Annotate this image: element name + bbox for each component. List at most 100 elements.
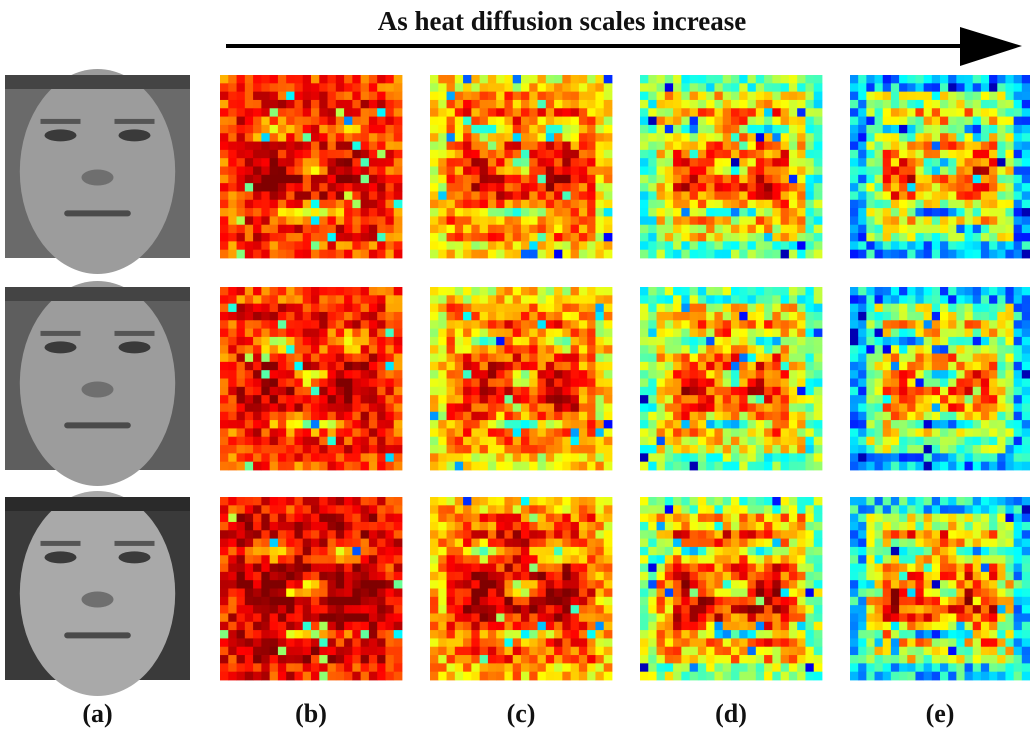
heat-cell xyxy=(772,589,781,598)
heat-cell xyxy=(739,505,748,514)
heat-cell xyxy=(471,605,480,614)
heat-cell xyxy=(361,622,370,631)
heat-cell xyxy=(394,428,403,437)
heat-cell xyxy=(496,92,505,101)
heat-cell xyxy=(604,233,613,242)
heat-cell xyxy=(587,175,596,184)
heat-cell xyxy=(529,370,538,379)
heat-cell xyxy=(488,158,497,167)
heat-cell xyxy=(924,75,933,84)
heat-cell xyxy=(657,539,666,548)
heat-cell xyxy=(648,108,657,117)
heat-cell xyxy=(546,142,555,151)
heat-cell xyxy=(463,208,472,217)
heat-cell xyxy=(781,453,790,462)
heat-cell xyxy=(587,605,596,614)
heat-cell xyxy=(369,638,378,647)
heat-cell xyxy=(748,304,757,313)
heat-cell xyxy=(311,605,320,614)
heat-cell xyxy=(546,638,555,647)
heat-cell xyxy=(665,150,674,159)
heat-cell xyxy=(571,133,580,142)
heat-cell xyxy=(261,655,270,664)
heat-cell xyxy=(311,345,320,354)
heat-cell xyxy=(640,337,649,346)
heat-cell xyxy=(319,647,328,656)
heat-cell xyxy=(447,75,456,84)
heat-cell xyxy=(430,428,439,437)
heat-cell xyxy=(805,345,814,354)
heat-cell xyxy=(538,412,547,421)
heat-cell xyxy=(278,647,287,656)
heat-cell xyxy=(554,287,563,296)
heat-cell xyxy=(394,445,403,454)
heat-cell xyxy=(814,462,823,471)
heat-cell xyxy=(471,403,480,412)
heat-cell xyxy=(1022,241,1030,250)
heat-cell xyxy=(797,233,806,242)
heat-cell xyxy=(640,295,649,304)
heat-cell xyxy=(385,630,394,639)
heat-cell xyxy=(228,395,237,404)
heat-cell xyxy=(369,672,378,681)
heat-cell xyxy=(430,530,439,539)
heat-cell xyxy=(270,505,279,514)
heat-cell xyxy=(394,387,403,396)
heat-cell xyxy=(220,225,229,234)
heat-cell xyxy=(385,337,394,346)
heat-cell xyxy=(714,387,723,396)
heat-cell xyxy=(731,572,740,581)
heat-cell xyxy=(463,530,472,539)
heat-cell xyxy=(562,672,571,681)
heat-cell xyxy=(781,412,790,421)
heat-cell xyxy=(237,225,246,234)
heat-cell xyxy=(228,672,237,681)
heat-cell xyxy=(764,647,773,656)
heat-cell xyxy=(640,655,649,664)
heat-cell xyxy=(488,428,497,437)
heat-cell xyxy=(270,125,279,134)
heat-cell xyxy=(513,312,522,321)
heat-cell xyxy=(940,150,949,159)
heat-cell xyxy=(521,605,530,614)
heat-cell xyxy=(319,514,328,523)
heat-cell xyxy=(377,605,386,614)
heat-cell xyxy=(504,453,513,462)
heat-cell xyxy=(270,379,279,388)
heat-cell xyxy=(756,183,765,192)
heat-cell xyxy=(278,117,287,126)
heat-cell xyxy=(797,304,806,313)
heat-cell xyxy=(471,445,480,454)
heat-cell xyxy=(385,329,394,338)
heat-cell xyxy=(739,320,748,329)
heat-cell xyxy=(220,605,229,614)
heat-cell xyxy=(394,337,403,346)
heat-cell xyxy=(989,150,998,159)
heat-cell xyxy=(228,462,237,471)
heat-cell xyxy=(377,462,386,471)
heat-cell xyxy=(562,241,571,250)
heat-cell xyxy=(319,655,328,664)
heat-cell xyxy=(538,655,547,664)
heat-cell xyxy=(270,167,279,176)
heat-cell xyxy=(554,133,563,142)
heat-cell xyxy=(430,329,439,338)
heat-cell xyxy=(278,295,287,304)
heat-cell xyxy=(587,555,596,564)
heat-cell xyxy=(973,75,982,84)
heat-cell xyxy=(488,108,497,117)
heat-cell xyxy=(739,613,748,622)
heat-cell xyxy=(361,605,370,614)
heat-cell xyxy=(455,354,464,363)
heat-cell xyxy=(253,589,262,598)
heat-cell xyxy=(538,225,547,234)
heat-cell xyxy=(521,597,530,606)
heat-cell xyxy=(488,462,497,471)
heat-cell xyxy=(455,395,464,404)
heat-cell xyxy=(261,142,270,151)
heat-cell xyxy=(278,605,287,614)
heat-cell xyxy=(973,208,982,217)
heat-cell xyxy=(463,514,472,523)
heat-cell xyxy=(504,200,513,209)
heat-cell xyxy=(706,200,715,209)
